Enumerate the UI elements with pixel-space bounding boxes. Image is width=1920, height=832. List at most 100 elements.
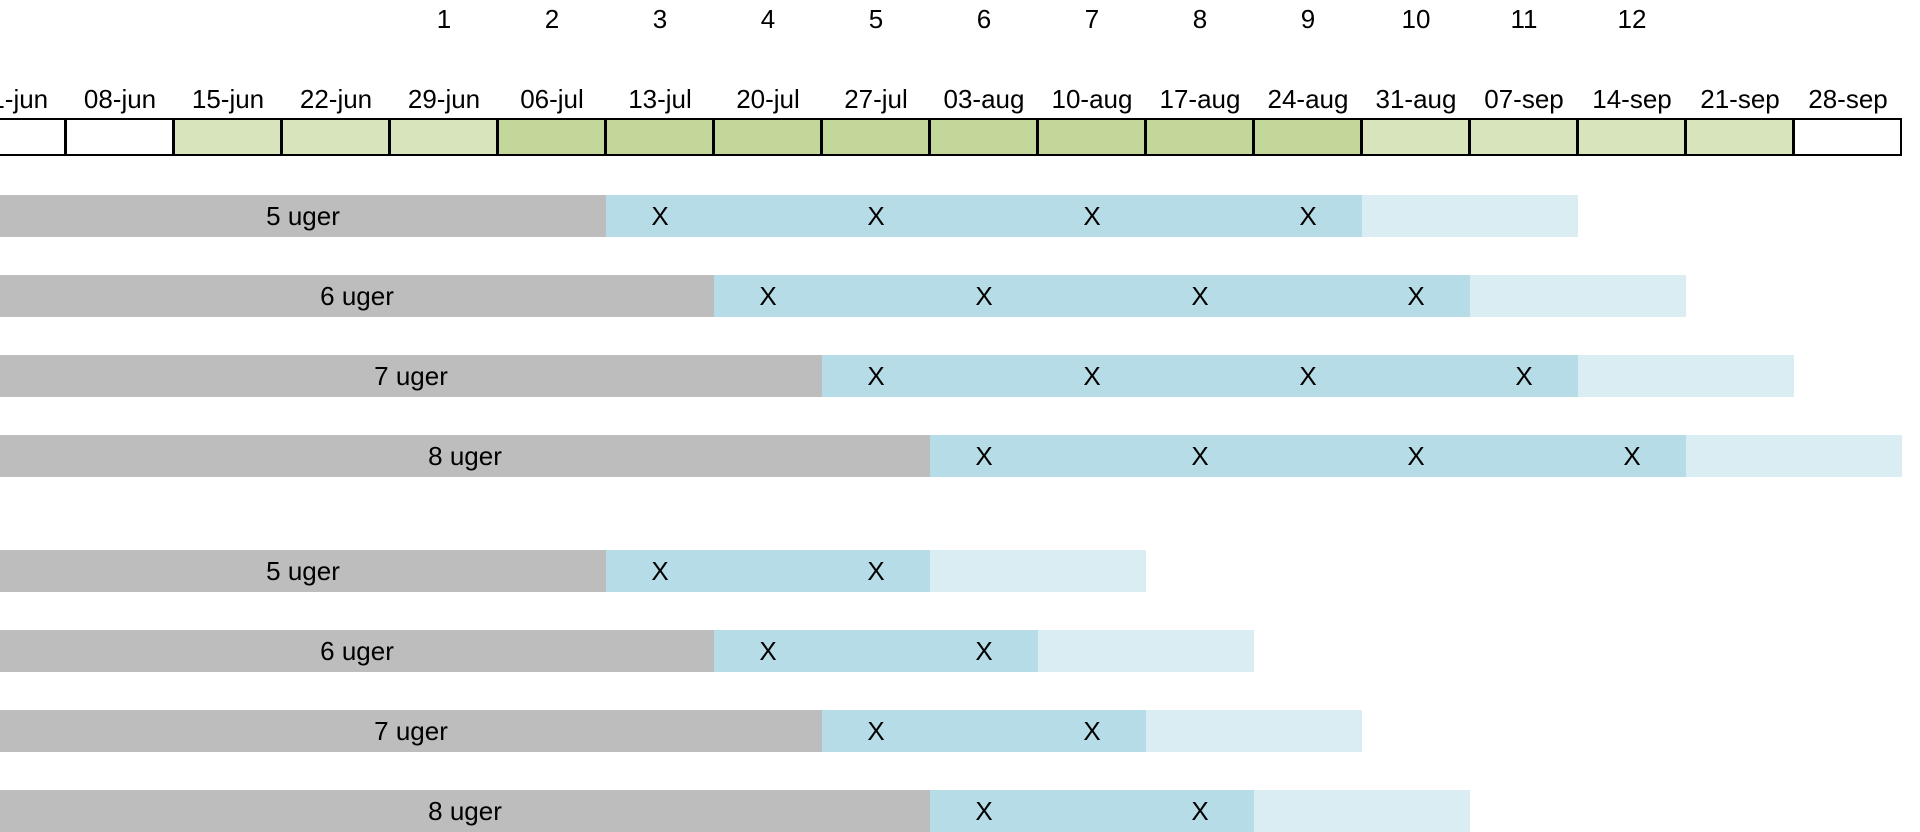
- bar-pre-period: [0, 710, 822, 752]
- row-label: 6 uger: [320, 281, 394, 311]
- period-cell: [1470, 118, 1578, 156]
- period-cell: [930, 118, 1038, 156]
- date-label: 20-jul: [736, 84, 800, 114]
- date-label: 14-sep: [1592, 84, 1672, 114]
- week-number: 10: [1401, 4, 1431, 34]
- x-mark: X: [1083, 361, 1101, 391]
- row-label: 7 uger: [374, 716, 448, 746]
- date-label: 10-aug: [1051, 84, 1133, 114]
- period-cell: [1038, 118, 1146, 156]
- x-mark: X: [867, 716, 885, 746]
- bar-pre-period: [0, 435, 930, 477]
- bar-pre-period: [0, 790, 930, 832]
- period-cell: [498, 118, 606, 156]
- bar-active-period: [714, 630, 1038, 672]
- period-cell: [390, 118, 498, 156]
- x-mark: X: [867, 361, 885, 391]
- x-mark: X: [975, 636, 993, 666]
- period-cell: [0, 118, 66, 156]
- x-mark: X: [1191, 796, 1209, 826]
- week-number: 7: [1084, 4, 1100, 34]
- date-label: 21-sep: [1700, 84, 1780, 114]
- week-number: 1: [436, 4, 452, 34]
- bar-after-period: [1254, 790, 1470, 832]
- bar-after-period: [1470, 275, 1686, 317]
- bar-active-period: [714, 275, 1470, 317]
- period-cell: [1686, 118, 1794, 156]
- bar-after-period: [1686, 435, 1902, 477]
- x-mark: X: [975, 441, 993, 471]
- date-label: 31-aug: [1375, 84, 1457, 114]
- date-label: 29-jun: [407, 84, 481, 114]
- x-mark: X: [651, 201, 669, 231]
- bar-after-period: [1038, 630, 1254, 672]
- date-label: 01-jun: [0, 84, 49, 114]
- date-label: 03-aug: [943, 84, 1025, 114]
- bar-after-period: [1578, 355, 1794, 397]
- period-cell: [282, 118, 390, 156]
- bar-active-period: [930, 790, 1254, 832]
- bar-pre-period: [0, 355, 822, 397]
- x-mark: X: [1191, 281, 1209, 311]
- period-cell: [822, 118, 930, 156]
- date-label: 22-jun: [299, 84, 373, 114]
- bar-pre-period: [0, 275, 714, 317]
- date-label: 24-aug: [1267, 84, 1349, 114]
- x-mark: X: [759, 281, 777, 311]
- x-mark: X: [759, 636, 777, 666]
- x-mark: X: [1083, 201, 1101, 231]
- x-mark: X: [1407, 441, 1425, 471]
- period-cell: [606, 118, 714, 156]
- date-label: 06-jul: [520, 84, 584, 114]
- x-mark: X: [651, 556, 669, 586]
- bar-active-period: [930, 435, 1686, 477]
- date-label: 07-sep: [1484, 84, 1564, 114]
- row-label: 7 uger: [374, 361, 448, 391]
- period-cell: [1578, 118, 1686, 156]
- week-number: 4: [760, 4, 776, 34]
- period-cell: [66, 118, 174, 156]
- x-mark: X: [867, 556, 885, 586]
- week-number: 11: [1510, 4, 1538, 34]
- x-mark: X: [975, 281, 993, 311]
- date-label: 08-jun: [83, 84, 157, 114]
- x-mark: X: [975, 796, 993, 826]
- period-cell: [714, 118, 822, 156]
- date-label: 15-jun: [191, 84, 265, 114]
- bar-after-period: [930, 550, 1146, 592]
- date-label: 13-jul: [628, 84, 692, 114]
- x-mark: X: [1299, 361, 1317, 391]
- bar-after-period: [1146, 710, 1362, 752]
- week-number: 12: [1617, 4, 1647, 34]
- x-mark: X: [1407, 281, 1425, 311]
- week-number: 6: [976, 4, 992, 34]
- week-number: 3: [652, 4, 668, 34]
- date-label: 28-sep: [1808, 84, 1888, 114]
- row-label: 5 uger: [266, 201, 340, 231]
- bar-active-period: [822, 710, 1146, 752]
- row-label: 8 uger: [428, 441, 502, 471]
- x-mark: X: [1623, 441, 1641, 471]
- row-label: 8 uger: [428, 796, 502, 826]
- bar-after-period: [1362, 195, 1578, 237]
- period-cell: [174, 118, 282, 156]
- row-label: 5 uger: [266, 556, 340, 586]
- period-cell: [1146, 118, 1254, 156]
- x-mark: X: [1515, 361, 1533, 391]
- week-number: 9: [1300, 4, 1316, 34]
- x-mark: X: [1191, 441, 1209, 471]
- date-label: 17-aug: [1159, 84, 1241, 114]
- x-mark: X: [1299, 201, 1317, 231]
- bar-pre-period: [0, 630, 714, 672]
- week-number: 5: [868, 4, 884, 34]
- period-cell: [1794, 118, 1902, 156]
- row-label: 6 uger: [320, 636, 394, 666]
- x-mark: X: [1083, 716, 1101, 746]
- period-cell: [1362, 118, 1470, 156]
- bar-active-period: [606, 550, 930, 592]
- period-cell: [1254, 118, 1362, 156]
- week-number: 2: [544, 4, 560, 34]
- bar-active-period: [822, 355, 1578, 397]
- date-label: 27-jul: [844, 84, 908, 114]
